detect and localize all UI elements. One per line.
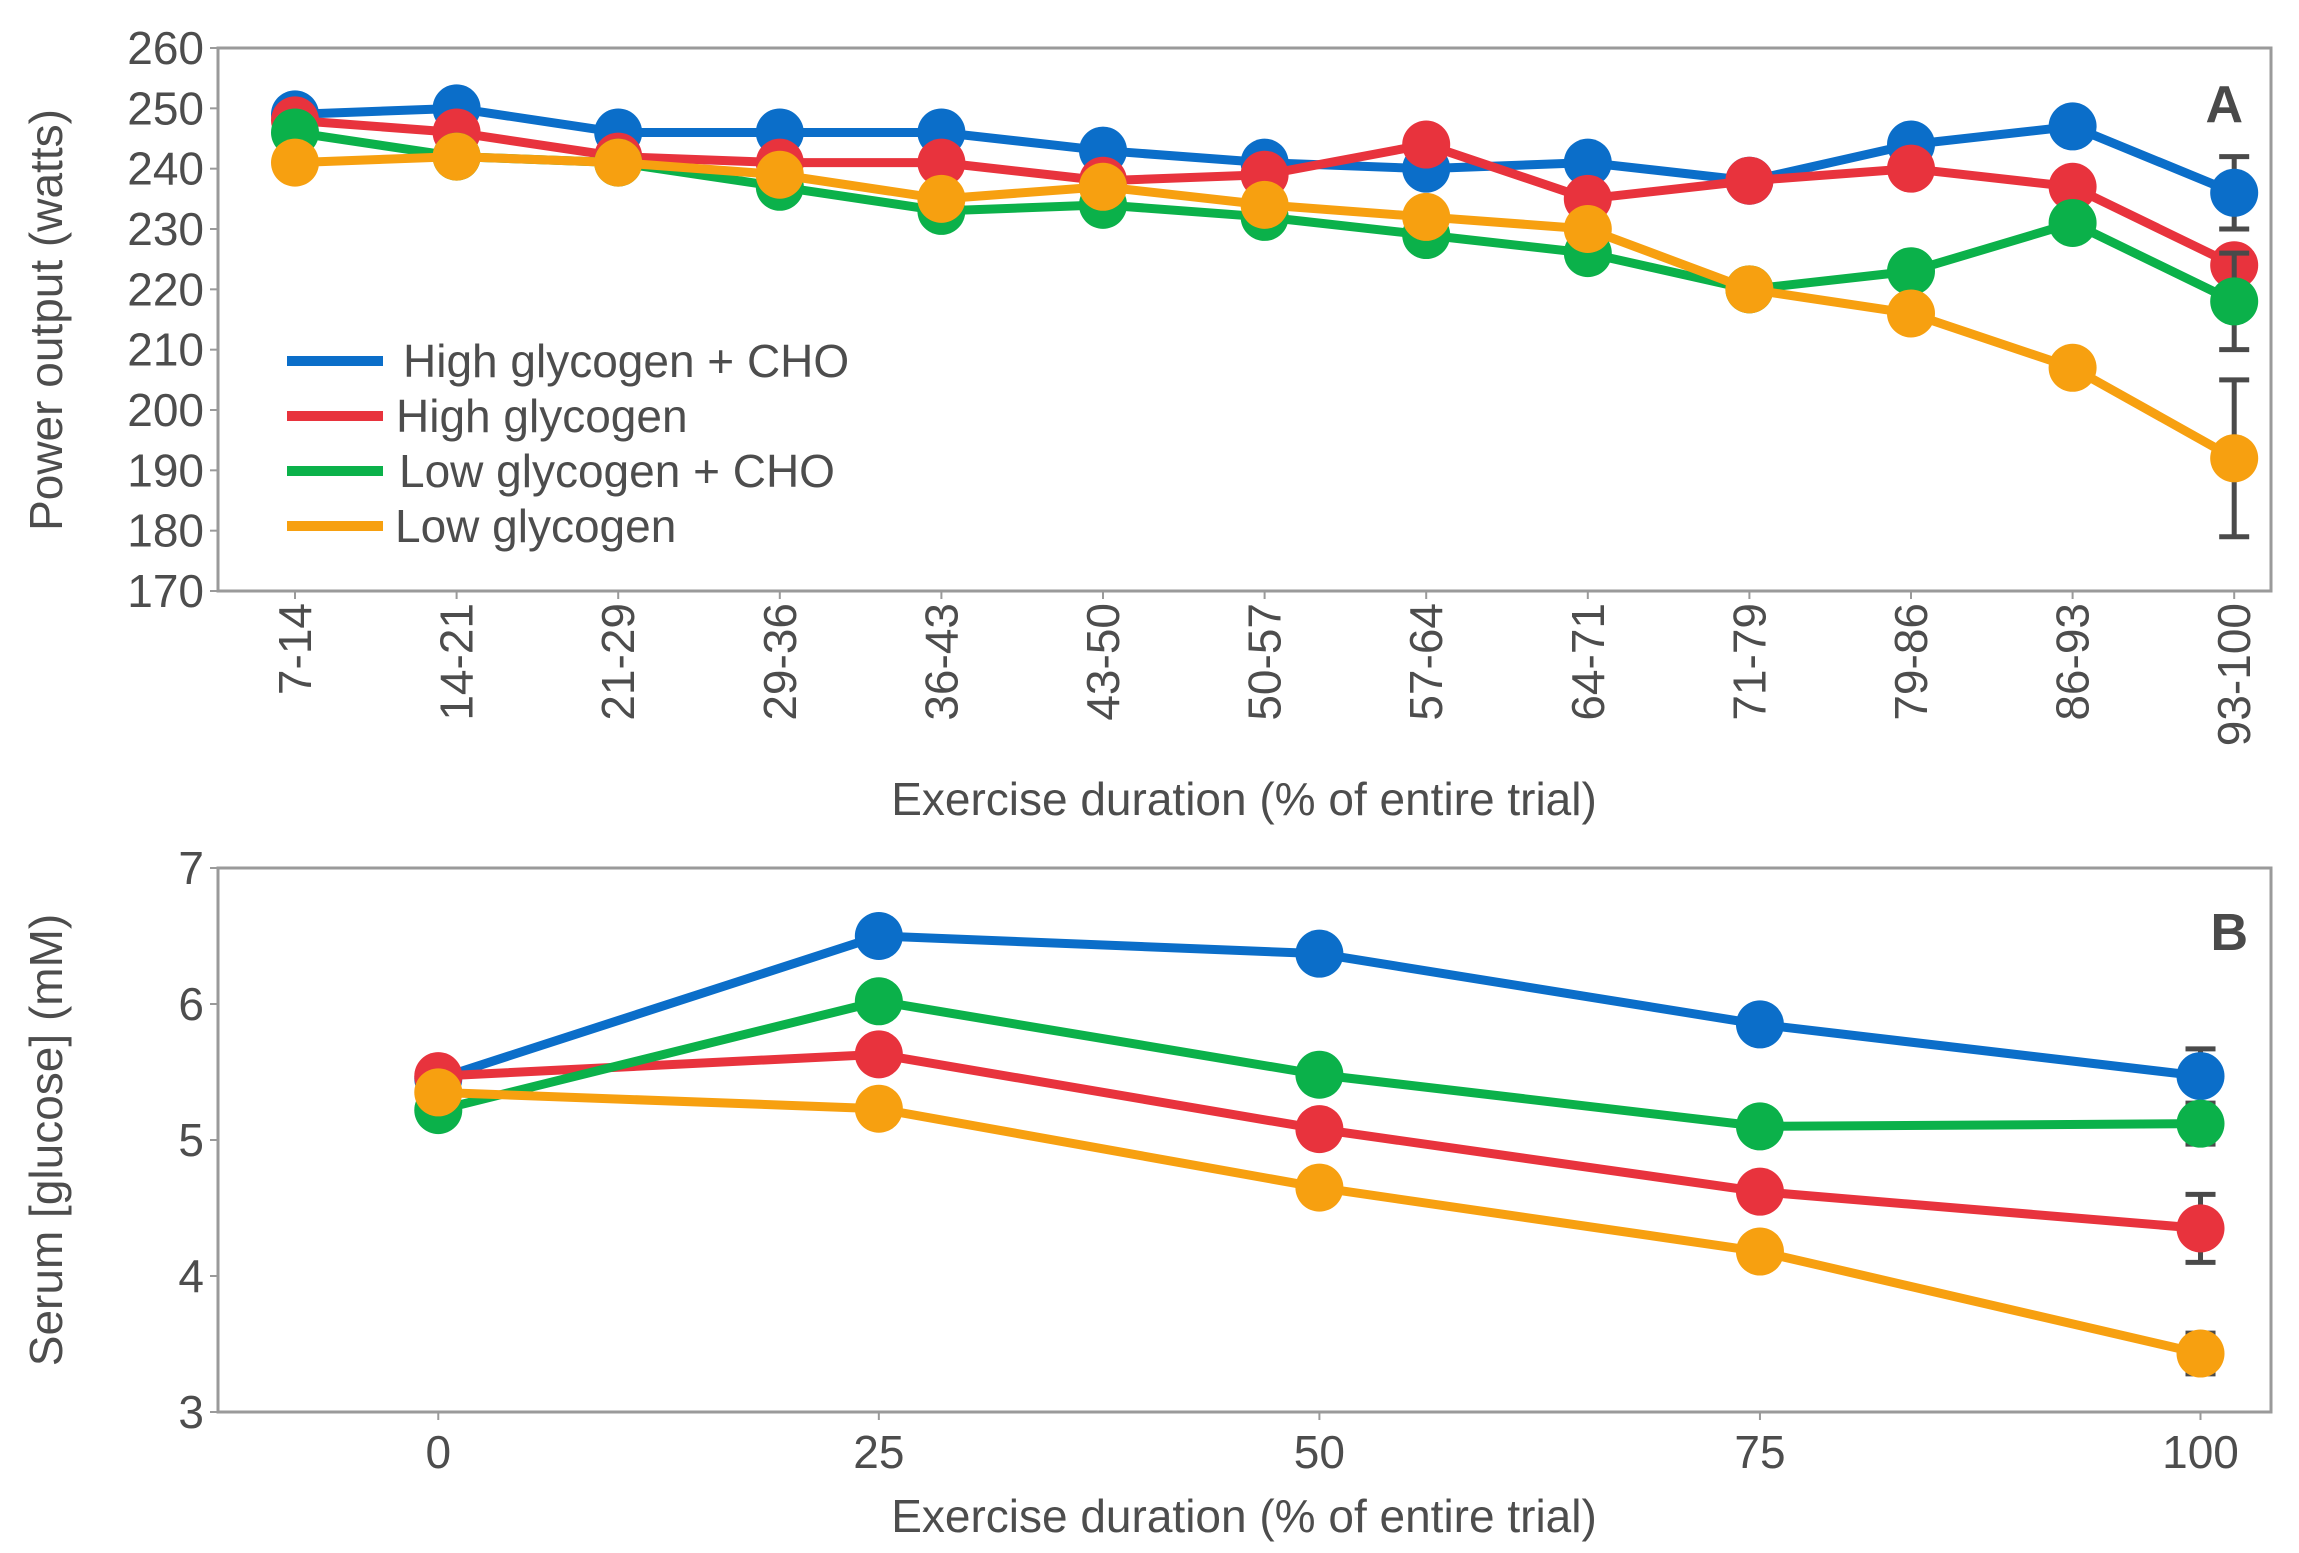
panel-a-y-tick-label: 210 xyxy=(127,324,204,376)
panel-a-y-tick-label: 250 xyxy=(127,82,204,134)
panel-b-y-tick-label: 7 xyxy=(178,842,204,894)
panel-a-x-tick-label: 57-64 xyxy=(1400,603,1452,721)
panel-a-point-high-glycogen xyxy=(917,138,966,187)
panel-a-point-low-glycogen-cho xyxy=(1887,247,1935,296)
panel-a-y-tick-label: 190 xyxy=(127,444,204,496)
legend-label-low-glycogen: Low glycogen xyxy=(395,500,676,552)
panel-b: 3 4 5 6 7 0 25 50 75 100 Serum [glucose] (mM) Ex… xyxy=(20,842,2273,1542)
panel-a-point-high-glycogen xyxy=(1887,144,1935,193)
panel-a-x-tick-label: 86-93 xyxy=(2047,603,2099,721)
panel-b-letter: B xyxy=(2210,904,2248,962)
panel-b-x-tick-label: 0 xyxy=(425,1426,451,1478)
panel-a-point-low-glycogen xyxy=(1402,192,1451,241)
panel-b-point-high-glycogen xyxy=(854,1030,903,1079)
panel-a-x-axis-title: Exercise duration (% of entire trial) xyxy=(891,773,1597,825)
panel-b-y-axis-title: Serum [glucose] (mM) xyxy=(20,914,72,1366)
panel-a-point-high-glycogen xyxy=(1725,156,1774,205)
panel-a-series xyxy=(271,84,2259,540)
panel-a-x-tick-label: 7-14 xyxy=(269,603,321,695)
panel-b-y-tick-label: 5 xyxy=(178,1114,204,1166)
panel-a-point-low-glycogen-cho xyxy=(2210,277,2259,326)
panel-b-x-tick-label: 50 xyxy=(1294,1426,1345,1478)
panel-a-x-tick-label: 43-50 xyxy=(1077,603,1129,721)
panel-a-y-tick-label: 260 xyxy=(127,22,204,74)
panel-a-y-tick-label: 230 xyxy=(127,203,204,255)
panel-a-point-high-glycogen-cho xyxy=(2210,168,2259,217)
panel-a-point-low-glycogen xyxy=(755,150,804,199)
panel-b-point-low-glycogen-cho xyxy=(1295,1050,1344,1099)
panel-b-point-high-glycogen-cho xyxy=(1295,929,1344,978)
panel-a-x-tick-label: 50-57 xyxy=(1239,603,1291,721)
panel-b-point-high-glycogen-cho xyxy=(2176,1052,2225,1101)
panel-a-point-low-glycogen xyxy=(1887,289,1935,338)
panel-b-y-ticks: 3 4 5 6 7 xyxy=(178,842,218,1438)
panel-b-series-high-glycogen xyxy=(414,1030,2225,1265)
panel-a-y-tick-label: 220 xyxy=(127,263,204,315)
legend-label-high-glycogen: High glycogen xyxy=(396,390,688,442)
panel-a-point-low-glycogen xyxy=(432,132,481,181)
panel-b-series xyxy=(414,912,2225,1378)
panel-a-point-low-glycogen xyxy=(594,138,643,187)
panel-a-point-low-glycogen xyxy=(2210,434,2259,483)
panel-b-y-tick-label: 4 xyxy=(178,1250,204,1302)
panel-b-point-high-glycogen xyxy=(2176,1204,2225,1253)
panel-b-point-low-glycogen xyxy=(1295,1163,1344,1212)
panel-a-point-low-glycogen xyxy=(1240,180,1289,229)
panel-a-point-low-glycogen xyxy=(271,138,319,187)
legend: High glycogen + CHO High glycogen Low gl… xyxy=(287,335,849,552)
panel-a-point-high-glycogen-cho xyxy=(2048,102,2097,151)
panel-b-x-ticks: 0 25 50 75 100 xyxy=(425,1412,2239,1478)
panel-b-point-low-glycogen xyxy=(414,1068,463,1117)
panel-a-point-low-glycogen xyxy=(1079,162,1127,211)
panel-b-point-low-glycogen-cho xyxy=(854,977,903,1026)
panel-a-x-tick-label: 79-86 xyxy=(1885,603,1937,721)
panel-b-series-low-glycogen xyxy=(414,1068,2225,1378)
panel-a-y-tick-label: 180 xyxy=(127,505,204,557)
panel-a-point-low-glycogen xyxy=(2048,343,2097,392)
panel-a-point-low-glycogen-cho xyxy=(2048,198,2097,247)
legend-label-high-glycogen-cho: High glycogen + CHO xyxy=(403,335,849,387)
panel-b-y-tick-label: 6 xyxy=(178,978,204,1030)
legend-label-low-glycogen-cho: Low glycogen + CHO xyxy=(399,445,835,497)
panel-a-x-tick-label: 71-79 xyxy=(1723,603,1775,721)
panel-a-x-tick-label: 36-43 xyxy=(915,603,967,721)
panel-b-x-tick-label: 100 xyxy=(2162,1426,2239,1478)
panel-a-y-tick-label: 170 xyxy=(127,565,204,617)
panel-a-y-tick-label: 200 xyxy=(127,384,204,436)
panel-a-y-tick-label: 240 xyxy=(127,143,204,195)
panel-b-point-low-glycogen xyxy=(854,1084,903,1133)
panel-a-point-high-glycogen-cho xyxy=(1563,138,1612,187)
panel-a-x-tick-label: 14-21 xyxy=(431,603,483,721)
panel-a-point-high-glycogen xyxy=(1402,120,1451,169)
panel-a-x-tick-label: 29-36 xyxy=(754,603,806,721)
panel-b-x-tick-label: 25 xyxy=(853,1426,904,1478)
panel-a-x-ticks: 7-14 14-21 21-29 29-36 36-43 43-50 50-57 57-64 6… xyxy=(269,591,2260,746)
panel-b-x-axis-title: Exercise duration (% of entire trial) xyxy=(891,1490,1597,1542)
panel-a-point-low-glycogen xyxy=(917,174,966,223)
panel-b-point-high-glycogen xyxy=(1735,1167,1784,1216)
panel-a-letter: A xyxy=(2205,76,2243,134)
panel-a-point-low-glycogen xyxy=(1563,205,1612,253)
panel-a-series-low-glycogen xyxy=(271,132,2259,540)
panel-a: 170 180 190 200 210 220 230 240 250 260 7-14 14-21… xyxy=(20,22,2273,825)
panel-b-point-high-glycogen xyxy=(1295,1105,1344,1154)
panel-b-x-tick-label: 75 xyxy=(1734,1426,1785,1478)
panel-a-x-tick-label: 93-100 xyxy=(2208,603,2260,746)
panel-b-point-low-glycogen-cho xyxy=(1735,1102,1784,1151)
panel-a-frame xyxy=(216,46,2273,593)
panel-b-point-low-glycogen xyxy=(1735,1227,1784,1276)
panel-a-y-axis-title: Power output (watts) xyxy=(20,109,72,531)
panel-a-x-tick-label: 21-29 xyxy=(592,603,644,721)
panel-b-point-low-glycogen xyxy=(2176,1329,2225,1378)
panel-a-point-high-glycogen xyxy=(2048,162,2097,211)
panel-a-y-ticks: 170 180 190 200 210 220 230 240 250 260 xyxy=(127,22,218,617)
panel-b-point-low-glycogen-cho xyxy=(2176,1099,2225,1148)
panel-a-x-tick-label: 64-71 xyxy=(1562,603,1614,721)
panel-b-y-tick-label: 3 xyxy=(178,1386,204,1438)
panel-b-point-high-glycogen-cho xyxy=(854,912,903,960)
panel-b-point-high-glycogen-cho xyxy=(1735,1000,1784,1049)
panel-a-point-low-glycogen xyxy=(1725,265,1774,314)
